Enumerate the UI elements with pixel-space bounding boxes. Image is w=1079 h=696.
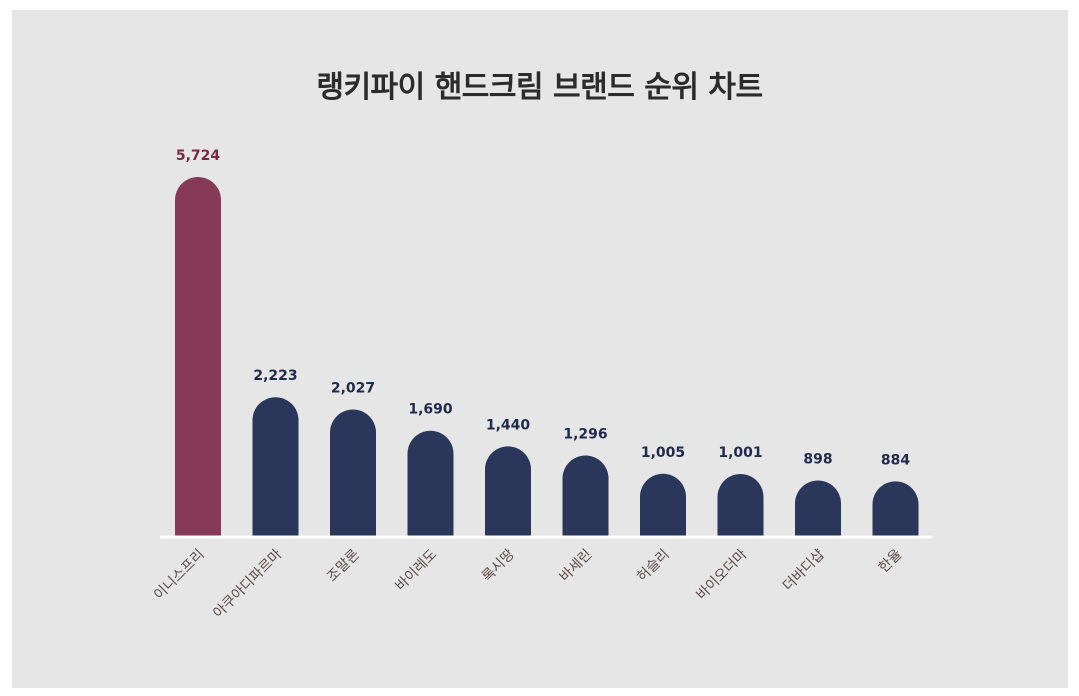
value-label: 1,440 — [486, 417, 531, 433]
value-label: 1,005 — [641, 445, 685, 461]
category-label: 바이오더마 — [693, 546, 750, 603]
category-labels-group: 이니스프리 아쿠아디파르마 조말론 바이레도 록시땅 바세린 허슬리 바이오더마 더바디샵 한율 — [151, 546, 905, 621]
value-label: 884 — [881, 452, 910, 468]
bar-록시땅 — [485, 446, 531, 537]
value-label: 898 — [803, 452, 832, 468]
category-label: 록시땅 — [479, 546, 518, 585]
category-label: 조말론 — [324, 546, 363, 585]
category-label: 이니스프리 — [151, 547, 208, 604]
category-label: 아쿠아디파르마 — [210, 546, 285, 621]
value-label: 1,001 — [718, 445, 762, 461]
bar-이니스프리 — [175, 177, 221, 537]
bar-아쿠아디파르마 — [252, 397, 299, 537]
bar-허슬리 — [640, 473, 686, 537]
value-label: 1,690 — [408, 402, 453, 418]
bar-조말론 — [330, 409, 376, 537]
bar-더바디샵 — [795, 480, 841, 537]
bar-바이오더마 — [717, 474, 764, 537]
value-label: 2,027 — [331, 381, 375, 397]
category-label: 더바디샵 — [780, 546, 828, 594]
value-label: 2,223 — [253, 368, 297, 384]
value-label: 1,296 — [563, 426, 607, 442]
bar-한율 — [872, 481, 919, 537]
category-label: 허슬리 — [634, 547, 673, 586]
category-label: 한율 — [876, 546, 906, 576]
bar-바세린 — [562, 455, 609, 537]
category-label: 바세린 — [557, 547, 596, 586]
bar-바이레도 — [407, 430, 454, 537]
value-labels-group: 5,724 2,223 2,027 1,690 1,440 1,296 1,005 1,001… — [176, 148, 911, 468]
value-label: 5,724 — [176, 148, 221, 164]
category-label: 바이레도 — [393, 546, 441, 594]
bars-group — [175, 177, 919, 537]
chart-title: 랭키파이 핸드크림 브랜드 순위 차트 — [316, 70, 763, 105]
